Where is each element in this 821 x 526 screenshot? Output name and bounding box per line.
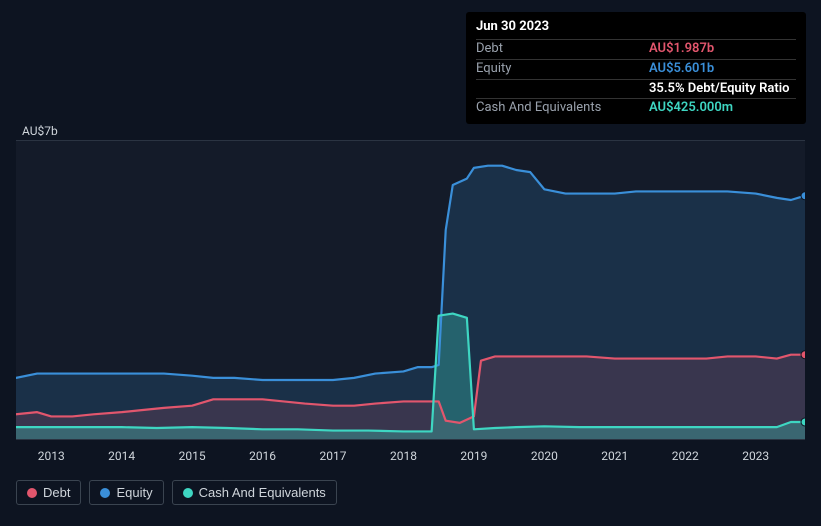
chart-tooltip: Jun 30 2023 Debt AU$1.987b Equity AU$5.6…: [466, 12, 806, 124]
tooltip-table: Debt AU$1.987b Equity AU$5.601b 35.5% De…: [476, 39, 796, 118]
legend-dot-debt-icon: [27, 488, 37, 498]
x-tick-label: 2015: [179, 449, 206, 463]
x-tick-label: 2021: [601, 449, 628, 463]
x-tick-label: 2023: [742, 449, 769, 463]
tooltip-row: Debt AU$1.987b: [476, 39, 796, 59]
tooltip-row-label: Equity: [476, 59, 649, 79]
tooltip-row-label: Debt: [476, 39, 649, 59]
legend-item-equity[interactable]: Equity: [89, 480, 163, 505]
tooltip-row-label: [476, 79, 649, 99]
legend-dot-equity-icon: [100, 488, 110, 498]
tooltip-row: Cash And Equivalents AU$425.000m: [476, 99, 796, 118]
tooltip-date: Jun 30 2023: [476, 18, 796, 37]
x-tick-label: 2020: [531, 449, 558, 463]
ratio-value: 35.5%: [649, 81, 685, 96]
x-tick-label: 2014: [108, 449, 135, 463]
x-tick-label: 2018: [390, 449, 417, 463]
area-chart-svg: [16, 140, 805, 440]
x-tick-label: 2017: [320, 449, 347, 463]
tooltip-row-value: 35.5% Debt/Equity Ratio: [649, 79, 796, 99]
chart-legend: Debt Equity Cash And Equivalents: [16, 480, 337, 505]
tooltip-row-value: AU$425.000m: [649, 99, 796, 118]
x-tick-label: 2016: [249, 449, 276, 463]
legend-item-cash[interactable]: Cash And Equivalents: [172, 480, 337, 505]
tooltip-row: 35.5% Debt/Equity Ratio: [476, 79, 796, 99]
legend-label: Debt: [43, 485, 70, 500]
ratio-suffix: Debt/Equity Ratio: [688, 81, 790, 96]
legend-dot-cash-icon: [183, 488, 193, 498]
legend-label: Cash And Equivalents: [199, 485, 326, 500]
x-tick-label: 2019: [460, 449, 487, 463]
tooltip-row-value: AU$5.601b: [649, 59, 796, 79]
chart-area: [16, 140, 805, 440]
tooltip-row-value: AU$1.987b: [649, 39, 796, 59]
y-axis-max-label: AU$7b: [22, 124, 58, 138]
legend-label: Equity: [116, 485, 152, 500]
x-tick-label: 2013: [38, 449, 65, 463]
tooltip-row-label: Cash And Equivalents: [476, 99, 649, 118]
tooltip-row: Equity AU$5.601b: [476, 59, 796, 79]
x-tick-label: 2022: [672, 449, 699, 463]
legend-item-debt[interactable]: Debt: [16, 480, 81, 505]
